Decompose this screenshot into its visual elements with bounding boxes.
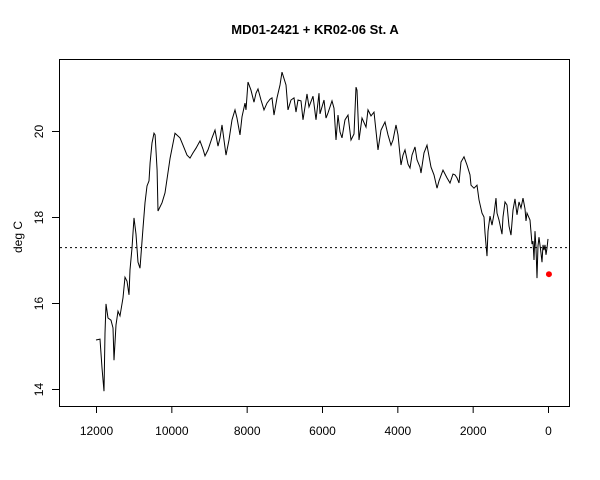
y-axis: 14 16 18 20: [32, 125, 60, 397]
x-tick-label: 8000: [234, 424, 261, 438]
y-tick-label: 20: [32, 125, 46, 139]
x-tick-label: 12000: [80, 424, 114, 438]
x-tick-label: 2000: [460, 424, 487, 438]
plot-frame: [59, 59, 570, 407]
highlight-point: [545, 271, 552, 278]
x-tick-label: 0: [545, 424, 552, 438]
x-axis: 12000 10000 8000 6000 4000 2000 0: [80, 406, 552, 438]
y-tick-label: 18: [32, 211, 46, 225]
x-tick-label: 4000: [384, 424, 411, 438]
y-tick-label: 14: [32, 383, 46, 397]
data-series-line: [95, 71, 549, 392]
y-tick-label: 16: [32, 297, 46, 311]
x-tick-label: 6000: [309, 424, 336, 438]
chart-title: MD01-2421 + KR02-06 St. A: [231, 22, 399, 37]
x-tick-label: 10000: [155, 424, 189, 438]
